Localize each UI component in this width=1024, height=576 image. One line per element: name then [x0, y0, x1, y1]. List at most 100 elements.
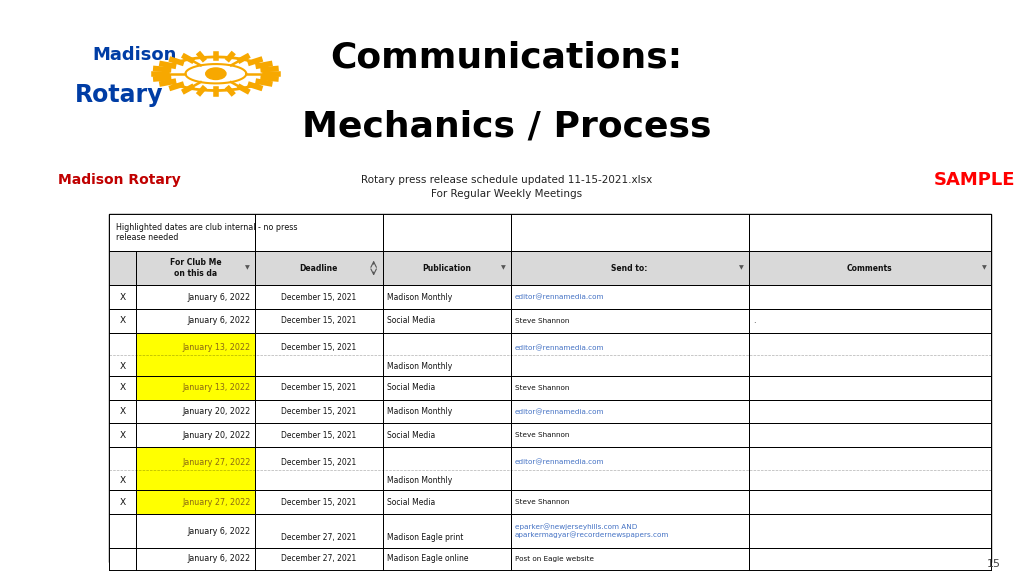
Text: Highlighted dates are club internal - no press
release needed: Highlighted dates are club internal - no… [116, 223, 297, 242]
Bar [110, 286, 136, 309]
Bar [136, 514, 255, 548]
Bar [255, 514, 383, 548]
Text: Mechanics / Process: Mechanics / Process [302, 109, 712, 144]
Text: January 27, 2022: January 27, 2022 [182, 498, 251, 507]
Bar [383, 286, 511, 309]
Text: Madison Monthly: Madison Monthly [387, 476, 452, 486]
Text: X: X [120, 384, 126, 392]
Text: editor@rennamedia.com: editor@rennamedia.com [515, 294, 604, 301]
Text: January 13, 2022: January 13, 2022 [182, 384, 251, 392]
Bar [255, 214, 383, 251]
Text: December 27, 2021: December 27, 2021 [282, 533, 356, 543]
Text: Madison Monthly: Madison Monthly [387, 293, 452, 302]
Text: December 15, 2021: December 15, 2021 [282, 407, 356, 416]
Text: X: X [120, 316, 126, 325]
Text: December 15, 2021: December 15, 2021 [282, 293, 356, 302]
Text: December 15, 2021: December 15, 2021 [282, 431, 356, 439]
Bar [511, 376, 749, 400]
Text: eparker@newjerseyhills.com AND
aparkermagyar@recordernewspapers.com: eparker@newjerseyhills.com AND aparkerma… [515, 524, 669, 539]
Text: Send to:: Send to: [611, 264, 648, 272]
Text: December 15, 2021: December 15, 2021 [282, 343, 356, 353]
Bar [511, 309, 749, 333]
Bar [511, 333, 749, 376]
Bar [110, 309, 136, 333]
Bar [511, 400, 749, 423]
Bar [511, 490, 749, 514]
Bar [511, 514, 749, 548]
Text: Rotary: Rotary [76, 83, 164, 107]
Text: Steve Shannon: Steve Shannon [515, 318, 569, 324]
Bar [511, 286, 749, 309]
Text: ▼: ▼ [246, 266, 250, 271]
Bar [749, 423, 991, 447]
Bar [749, 548, 991, 570]
Text: Madison Rotary: Madison Rotary [58, 173, 181, 187]
Text: For Club Me
on this da: For Club Me on this da [170, 259, 221, 278]
Text: Post on Eagle website: Post on Eagle website [515, 556, 594, 562]
Bar [383, 490, 511, 514]
Text: Comments: Comments [847, 264, 893, 272]
Text: X: X [120, 362, 126, 371]
Text: January 20, 2022: January 20, 2022 [182, 431, 251, 439]
Bar [255, 400, 383, 423]
Bar [255, 333, 383, 376]
Text: January 27, 2022: January 27, 2022 [182, 458, 251, 467]
Text: Madison Eagle print: Madison Eagle print [387, 533, 463, 543]
Bar [511, 214, 749, 251]
Bar [749, 490, 991, 514]
Text: Madison: Madison [92, 46, 177, 64]
Bar [749, 447, 991, 490]
Bar [255, 447, 383, 490]
Text: X: X [120, 476, 126, 486]
Text: December 27, 2021: December 27, 2021 [282, 555, 356, 563]
Bar [383, 333, 511, 376]
Bar [383, 548, 511, 570]
Bar [511, 548, 749, 570]
Text: SAMPLE: SAMPLE [934, 170, 1016, 189]
Bar [110, 514, 136, 548]
Bar [136, 251, 255, 286]
Text: Communications:: Communications: [331, 40, 683, 75]
Bar [383, 447, 511, 490]
Bar [749, 309, 991, 333]
Bar [110, 400, 136, 423]
Bar [255, 423, 383, 447]
Bar [511, 423, 749, 447]
Bar [136, 333, 255, 376]
Bar [255, 309, 383, 333]
Text: ▼: ▼ [501, 266, 506, 271]
Text: X: X [120, 293, 126, 302]
Bar [136, 447, 255, 490]
Bar [136, 400, 255, 423]
Bar [110, 333, 136, 376]
Text: Madison Monthly: Madison Monthly [387, 362, 452, 371]
Bar [749, 251, 991, 286]
Text: January 20, 2022: January 20, 2022 [182, 407, 251, 416]
Text: January 6, 2022: January 6, 2022 [187, 526, 251, 536]
Bar [110, 490, 136, 514]
Text: Steve Shannon: Steve Shannon [515, 499, 569, 505]
Text: December 15, 2021: December 15, 2021 [282, 316, 356, 325]
Bar [136, 548, 255, 570]
Bar [255, 286, 383, 309]
Bar [110, 251, 136, 286]
Bar [136, 490, 255, 514]
Text: Rotary press release schedule updated 11-15-2021.xlsx: Rotary press release schedule updated 11… [361, 175, 652, 185]
Bar [383, 423, 511, 447]
Bar [110, 214, 991, 562]
Bar [255, 490, 383, 514]
Bar [749, 214, 991, 251]
Text: December 15, 2021: December 15, 2021 [282, 498, 356, 507]
Bar [749, 400, 991, 423]
Text: 15: 15 [987, 559, 1001, 569]
Bar [383, 400, 511, 423]
Text: Publication: Publication [422, 264, 471, 272]
Bar [511, 447, 749, 490]
Text: For Regular Weekly Meetings: For Regular Weekly Meetings [431, 189, 583, 199]
Bar [136, 309, 255, 333]
Bar [383, 251, 511, 286]
Bar [110, 376, 136, 400]
Bar [383, 214, 511, 251]
Text: Steve Shannon: Steve Shannon [515, 432, 569, 438]
Text: X: X [120, 431, 126, 439]
